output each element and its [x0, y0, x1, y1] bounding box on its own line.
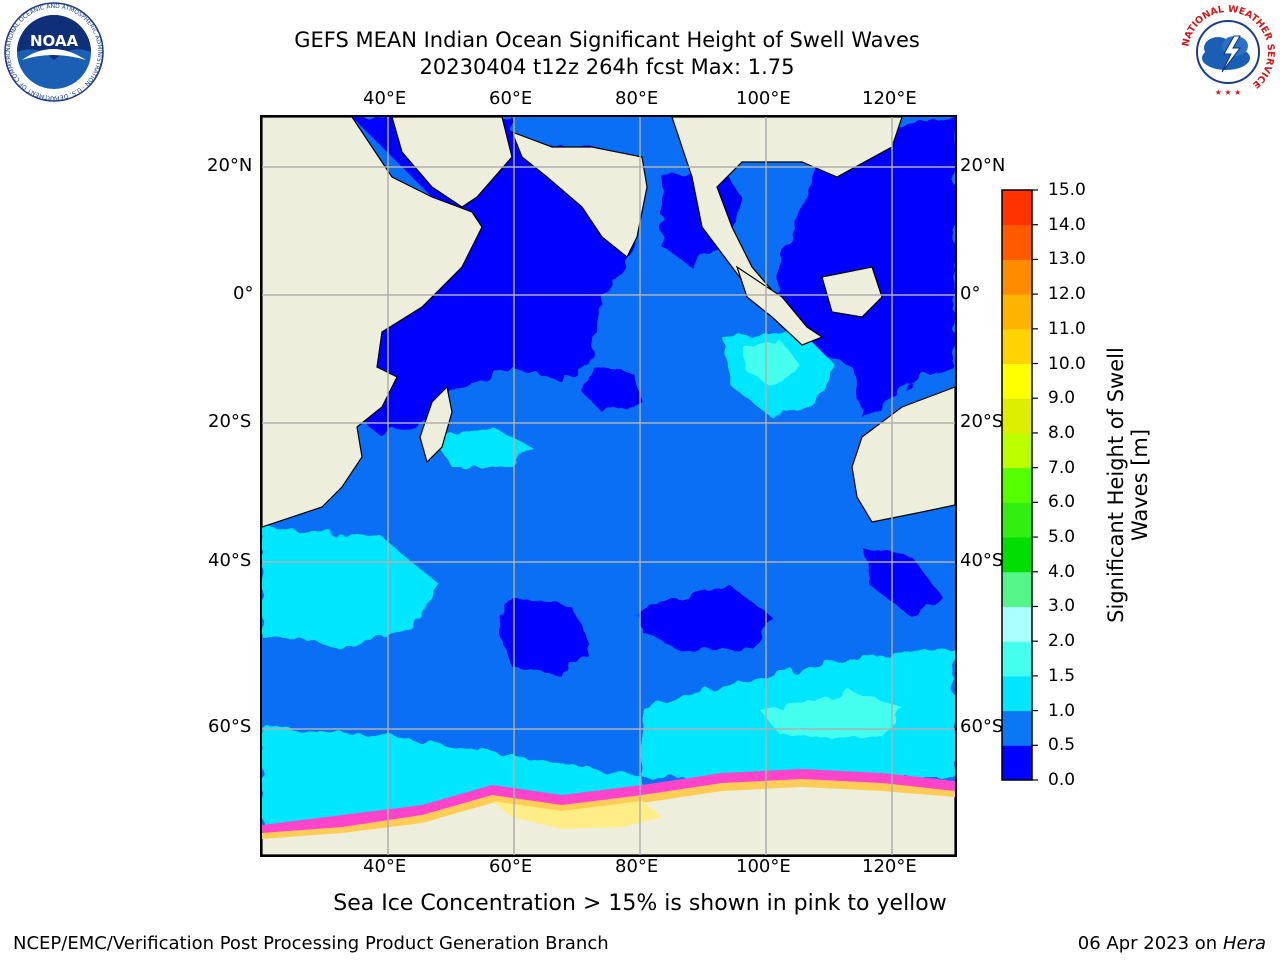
footer-date: 06 Apr 2023 on Hera — [1078, 933, 1266, 954]
colorbar-bin — [1002, 259, 1032, 295]
colorbar-tick-label: 1.5 — [1048, 665, 1076, 686]
map-canvas — [262, 117, 955, 855]
borneo-land — [821, 266, 883, 318]
noaa-logo: NATIONAL OCEANIC AND ATMOSPHERIC ADMINIS… — [2, 2, 104, 102]
lon-tick-bottom: 100°E — [736, 856, 791, 877]
sea-ice-band — [262, 769, 955, 839]
lon-tick-bottom: 80°E — [615, 856, 659, 877]
colorbar-frame — [1001, 189, 1033, 781]
colorbar-tick-label: 15.0 — [1048, 180, 1086, 200]
colorbar-tick-label: 6.0 — [1048, 492, 1076, 513]
colorbar-bin — [1002, 398, 1032, 434]
lat-tick-left: 20°S — [208, 411, 252, 432]
colorbar-tick-label: 5.0 — [1048, 527, 1076, 548]
colorbar-label-line1: Significant Height of Swell — [1104, 347, 1128, 623]
colorbar-bin — [1002, 502, 1032, 538]
svg-text:NOAA: NOAA — [30, 32, 79, 50]
colorbar-tick-label: 11.0 — [1048, 318, 1086, 339]
colorbar-bin — [1002, 537, 1032, 573]
svg-text:★ ★ ★: ★ ★ ★ — [1215, 88, 1242, 97]
africa-land — [262, 117, 483, 528]
colorbar-bin — [1002, 606, 1032, 642]
chart-subtitle: 20230404 t12z 264h fcst Max: 1.75 — [419, 55, 795, 79]
nws-logo: NATIONAL WEATHER SERVICE ★ ★ ★ — [1180, 4, 1276, 98]
australia-land — [851, 386, 955, 523]
colorbar-tick-label: 14.0 — [1048, 214, 1086, 235]
lat-tick-left: 60°S — [208, 716, 252, 737]
colorbar-bin — [1002, 641, 1032, 677]
colorbar-bin — [1002, 745, 1032, 781]
lon-tick-bottom: 120°E — [862, 856, 917, 877]
colorbar-bin — [1002, 432, 1032, 469]
lon-tick-top: 40°E — [363, 88, 407, 109]
colorbar-bin — [1002, 675, 1032, 712]
lon-tick-bottom: 60°E — [489, 856, 533, 877]
colorbar-bin — [1002, 710, 1032, 746]
colorbar-bin — [1002, 294, 1032, 330]
india-land — [510, 130, 648, 258]
colorbar-tick-label: 3.0 — [1048, 596, 1076, 617]
colorbar-tick-label: 1.0 — [1048, 700, 1076, 721]
lon-tick-top: 60°E — [489, 88, 533, 109]
colorbar-bin — [1002, 467, 1032, 503]
lat-tick-right: 40°S — [960, 550, 1004, 571]
footer-branch: NCEP/EMC/Verification Post Processing Pr… — [13, 933, 609, 954]
sea-ice-note: Sea Ice Concentration > 15% is shown in … — [333, 891, 947, 916]
colorbar-tick-label: 12.0 — [1048, 284, 1086, 305]
colorbar-tick-label: 13.0 — [1048, 249, 1086, 270]
colorbar-label: Significant Height of Swell Waves [m] — [1104, 325, 1152, 645]
lon-tick-top: 80°E — [615, 88, 659, 109]
colorbar-label-line2: Waves [m] — [1128, 428, 1152, 542]
footer-date-text: 06 Apr 2023 on — [1077, 933, 1223, 954]
lat-tick-right: 20°S — [960, 411, 1004, 432]
sumatra-land — [735, 265, 824, 346]
madagascar-land — [419, 385, 453, 464]
colorbar-tick-label: 7.0 — [1048, 457, 1076, 478]
colorbar-bin — [1002, 363, 1032, 399]
footer-machine: Hera — [1222, 933, 1266, 954]
colorbar-bin — [1002, 224, 1032, 260]
map-panel — [260, 115, 957, 857]
colorbar-tick-label: 0.0 — [1048, 770, 1076, 790]
arabia-land — [391, 117, 513, 208]
colorbar-tick-label: 2.0 — [1048, 631, 1076, 652]
mid-swell-patches — [742, 342, 902, 737]
colorbar-tick-label: 4.0 — [1048, 561, 1076, 582]
lat-tick-right: 20°N — [960, 155, 1006, 176]
lat-tick-left: 40°S — [208, 550, 252, 571]
colorbar — [1001, 189, 1038, 781]
lat-tick-left: 0° — [233, 283, 254, 304]
colorbar-bin — [1002, 328, 1032, 365]
colorbar-bin — [1002, 571, 1032, 607]
colorbar-tick-label: 9.0 — [1048, 388, 1076, 409]
se-asia-land — [671, 117, 903, 308]
colorbar-tick-label: 0.5 — [1048, 735, 1076, 756]
grid-lines — [262, 117, 955, 855]
lon-tick-top: 120°E — [862, 88, 917, 109]
colorbar-tick-label: 8.0 — [1048, 422, 1076, 443]
lon-tick-bottom: 40°E — [363, 856, 407, 877]
chart-title: GEFS MEAN Indian Ocean Significant Heigh… — [294, 28, 920, 52]
lat-tick-right: 0° — [960, 283, 981, 304]
colorbar-bin — [1002, 190, 1032, 226]
lat-tick-left: 20°N — [207, 155, 253, 176]
lon-tick-top: 100°E — [736, 88, 791, 109]
lat-tick-right: 60°S — [960, 716, 1004, 737]
colorbar-tick-label: 10.0 — [1048, 353, 1086, 374]
